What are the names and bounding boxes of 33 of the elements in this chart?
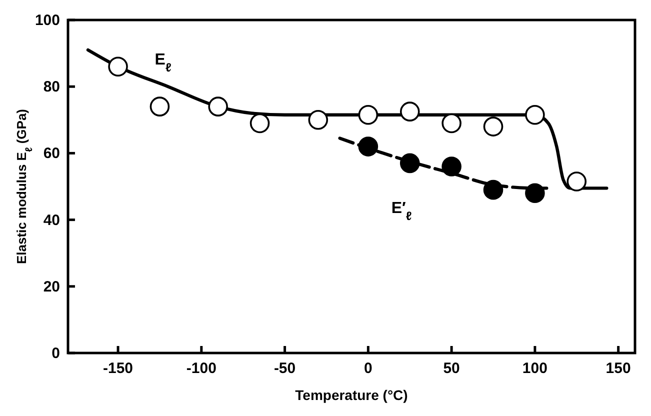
x-tick-label: 100 — [522, 360, 548, 377]
point — [525, 183, 545, 204]
y-tick-label: 100 — [34, 12, 60, 29]
x-tick-label: -50 — [274, 360, 296, 377]
point — [358, 105, 378, 125]
y-tick-label: 80 — [43, 78, 60, 96]
point — [483, 180, 504, 200]
point — [358, 136, 378, 156]
x-axis-title: Temperature (°C) — [295, 387, 408, 403]
line-series — [86, 48, 608, 190]
point — [400, 102, 420, 122]
point — [442, 113, 462, 134]
x-tick-label: -150 — [103, 360, 134, 377]
point — [400, 153, 420, 174]
x-tick-label: -100 — [186, 360, 216, 377]
x-tick-label: 50 — [443, 360, 460, 377]
series-label: E$_{ℓ}$ — [154, 52, 172, 75]
x-tick-label: 150 — [606, 360, 631, 377]
point — [525, 105, 545, 125]
text: E′$_{ℓ}$ — [391, 200, 412, 224]
x-tick-label: 0 — [364, 360, 372, 377]
y-tick-label: 0 — [52, 345, 60, 362]
point — [250, 113, 270, 134]
point — [150, 96, 170, 116]
point — [442, 156, 462, 176]
y-tick-label: 20 — [43, 278, 60, 296]
point — [483, 116, 504, 136]
point — [308, 110, 328, 130]
point — [208, 96, 228, 116]
y-tick-label: 40 — [43, 212, 60, 229]
point — [566, 172, 587, 192]
point — [108, 56, 128, 77]
y-tick-label: 60 — [43, 145, 60, 162]
